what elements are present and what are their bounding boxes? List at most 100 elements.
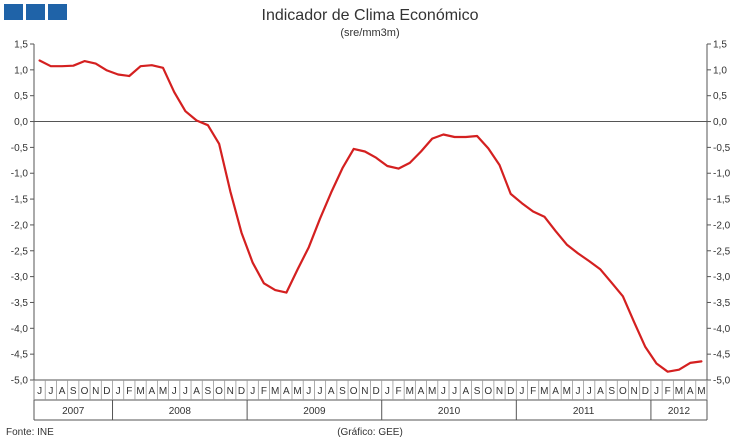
month-label: J xyxy=(654,386,659,397)
month-label: J xyxy=(318,386,323,397)
month-label: A xyxy=(148,386,155,397)
month-label: M xyxy=(697,386,705,397)
month-label: F xyxy=(261,386,267,397)
y-tick-label: -1,0 xyxy=(713,169,731,180)
month-label: J xyxy=(250,386,255,397)
month-label: J xyxy=(519,386,524,397)
month-label: A xyxy=(552,386,559,397)
y-tick-label: -2,0 xyxy=(713,220,731,231)
month-label: M xyxy=(293,386,301,397)
y-tick-label: -2,0 xyxy=(11,220,29,231)
year-label: 2012 xyxy=(668,406,691,417)
month-label: N xyxy=(361,386,368,397)
y-tick-label: -3,0 xyxy=(713,272,731,283)
y-tick-label: 0,0 xyxy=(14,117,28,128)
y-tick-label: -3,5 xyxy=(11,298,29,309)
chart-axes xyxy=(33,44,708,421)
month-label: A xyxy=(463,386,470,397)
month-label: A xyxy=(193,386,200,397)
month-label: D xyxy=(238,386,245,397)
month-label: N xyxy=(630,386,637,397)
month-label: D xyxy=(103,386,110,397)
month-label: J xyxy=(172,386,177,397)
year-label: 2009 xyxy=(303,406,326,417)
month-label: A xyxy=(283,386,290,397)
logo-square xyxy=(4,4,23,20)
month-label: N xyxy=(496,386,503,397)
month-label: M xyxy=(159,386,167,397)
series-line-group xyxy=(38,59,703,373)
source-note: Fonte: INE xyxy=(6,427,54,438)
month-label: F xyxy=(395,386,401,397)
month-label: F xyxy=(126,386,132,397)
month-label: O xyxy=(619,386,627,397)
month-label: A xyxy=(418,386,425,397)
month-label: O xyxy=(350,386,358,397)
month-label: D xyxy=(642,386,649,397)
y-tick-label: -4,0 xyxy=(713,324,731,335)
chart-title: Indicador de Clima Económico xyxy=(261,7,479,24)
chart-subtitle: (sre/mm3m) xyxy=(340,27,400,39)
month-label: N xyxy=(92,386,99,397)
y-tick-label: 1,5 xyxy=(713,40,727,51)
month-label: N xyxy=(227,386,234,397)
month-label: J xyxy=(452,386,457,397)
y-tick-label: -5,0 xyxy=(11,376,29,387)
y-tick-label: -0,5 xyxy=(11,143,29,154)
y-tick-label: 1,0 xyxy=(713,65,727,76)
year-label: 2007 xyxy=(62,406,85,417)
month-label: M xyxy=(136,386,144,397)
y-tick-label: -3,0 xyxy=(11,272,29,283)
month-label: O xyxy=(484,386,492,397)
month-label: J xyxy=(183,386,188,397)
y-axis-right: 1,5 1,0 0,5 0,0 -0,5 -1,0 -1,5 -2,0 -2,5 -3,0 -3,5… xyxy=(707,40,731,387)
month-label: J xyxy=(441,386,446,397)
month-label: O xyxy=(215,386,223,397)
month-label: J xyxy=(587,386,592,397)
month-label: D xyxy=(372,386,379,397)
month-label: S xyxy=(474,386,481,397)
y-tick-label: -4,5 xyxy=(11,350,29,361)
month-label: S xyxy=(70,386,77,397)
month-label: A xyxy=(59,386,66,397)
y-tick-label: -0,5 xyxy=(713,143,731,154)
month-label: J xyxy=(385,386,390,397)
month-label: S xyxy=(339,386,346,397)
year-label: 2008 xyxy=(169,406,192,417)
y-tick-label: -3,5 xyxy=(713,298,731,309)
year-label: 2010 xyxy=(438,406,461,417)
y-tick-label: -1,0 xyxy=(11,169,29,180)
y-tick-label: -1,5 xyxy=(11,195,29,206)
month-label: A xyxy=(687,386,694,397)
month-label: D xyxy=(507,386,514,397)
month-label: J xyxy=(306,386,311,397)
y-tick-label: 0,5 xyxy=(713,91,727,102)
credit-note: (Gráfico: GEE) xyxy=(337,427,403,438)
y-tick-label: -1,5 xyxy=(713,195,731,206)
month-label: S xyxy=(205,386,212,397)
month-label: F xyxy=(530,386,536,397)
month-label: M xyxy=(563,386,571,397)
month-label: M xyxy=(271,386,279,397)
month-label: O xyxy=(81,386,89,397)
month-label: J xyxy=(48,386,53,397)
y-tick-label: -5,0 xyxy=(713,376,731,387)
month-label: F xyxy=(665,386,671,397)
logo-square xyxy=(48,4,67,20)
logo-square xyxy=(26,4,45,20)
month-label: M xyxy=(540,386,548,397)
series-line xyxy=(38,59,703,373)
y-tick-label: -2,5 xyxy=(713,246,731,257)
month-label: M xyxy=(406,386,414,397)
month-label: A xyxy=(328,386,335,397)
y-tick-label: 0,5 xyxy=(14,91,28,102)
y-tick-label: -4,5 xyxy=(713,350,731,361)
year-label: 2011 xyxy=(573,406,595,417)
month-label: A xyxy=(597,386,604,397)
y-tick-label: 0,0 xyxy=(713,117,727,128)
month-label: M xyxy=(675,386,683,397)
y-tick-label: -2,5 xyxy=(11,246,29,257)
month-label: J xyxy=(116,386,121,397)
